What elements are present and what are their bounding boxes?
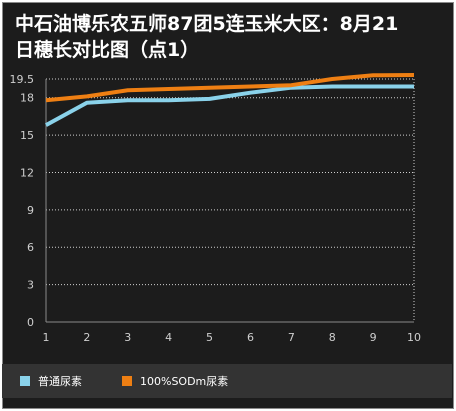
legend-label-series-2: 100%SODm尿素 xyxy=(140,375,229,388)
x-tick-label: 4 xyxy=(165,331,172,344)
x-tick-label: 2 xyxy=(83,331,90,344)
y-tick-labels: 0 3 6 9 12 15 18 19.5 xyxy=(10,73,35,329)
x-tick-label: 5 xyxy=(206,331,213,344)
x-tick-label: 6 xyxy=(247,331,254,344)
grid-lines xyxy=(46,78,415,322)
x-tick-labels: 1 2 3 4 5 6 7 8 9 10 xyxy=(43,331,422,344)
series-line-2 xyxy=(45,73,415,103)
legend-label-series-1: 普通尿素 xyxy=(38,375,82,388)
series-lines xyxy=(45,73,415,127)
axes xyxy=(45,79,414,323)
x-tick-label: 8 xyxy=(329,331,336,344)
legend-swatch-series-1 xyxy=(20,376,30,386)
series-line-1 xyxy=(45,84,414,127)
x-tick-label: 3 xyxy=(124,331,131,344)
y-tick-label: 18 xyxy=(20,92,34,105)
y-tick-label: 12 xyxy=(20,166,34,179)
legend-swatch-series-2 xyxy=(122,376,132,386)
x-tick-label: 7 xyxy=(288,331,295,344)
y-tick-label: 19.5 xyxy=(10,73,35,86)
y-tick-label: 3 xyxy=(27,279,34,292)
legend-item-series-1: 普通尿素 xyxy=(20,373,82,389)
x-tick-label: 9 xyxy=(370,331,377,344)
legend: 普通尿素 100%SODm尿素 xyxy=(2,364,452,398)
y-tick-label: 6 xyxy=(27,241,34,254)
legend-item-series-2: 100%SODm尿素 xyxy=(122,373,228,389)
y-tick-label: 0 xyxy=(27,316,34,329)
chart-title: 中石油博乐农五师87团5连玉米大区：8月21 日穗长对比图（点1） xyxy=(15,11,453,63)
chart-title-line-1: 中石油博乐农五师87团5连玉米大区：8月21 xyxy=(15,13,399,35)
x-tick-label: 10 xyxy=(407,331,421,344)
chart-title-line-2: 日穗长对比图（点1） xyxy=(15,39,200,61)
y-tick-label: 9 xyxy=(27,204,34,217)
x-tick-label: 1 xyxy=(43,331,50,344)
y-tick-label: 15 xyxy=(20,129,34,142)
